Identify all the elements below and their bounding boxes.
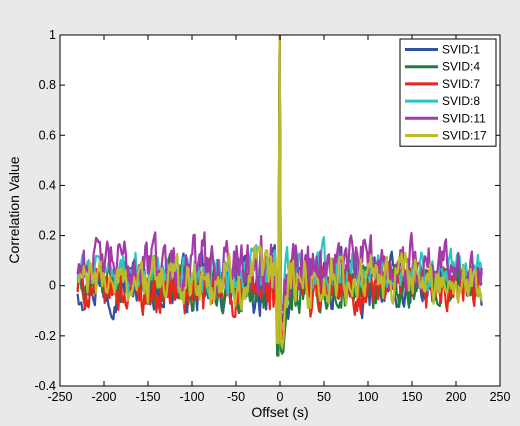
x-tick-label: 50 xyxy=(317,390,331,404)
legend-label: SVID:8 xyxy=(442,94,480,108)
y-tick-label: 0.6 xyxy=(39,128,56,142)
y-tick-label: 0.4 xyxy=(39,178,56,192)
x-tick-label: 150 xyxy=(402,390,423,404)
x-tick-label: -50 xyxy=(227,390,245,404)
x-tick-label: 200 xyxy=(446,390,467,404)
y-tick-label: 0.8 xyxy=(39,78,56,92)
x-tick-label: -150 xyxy=(135,390,160,404)
x-tick-label: -200 xyxy=(91,390,116,404)
y-tick-label: 0.2 xyxy=(39,229,56,243)
y-tick-label: 1 xyxy=(49,28,56,42)
y-tick-label: 0 xyxy=(49,279,56,293)
x-tick-label: 250 xyxy=(490,390,511,404)
x-axis-label: Offset (s) xyxy=(251,404,308,420)
legend-label: SVID:7 xyxy=(442,77,480,91)
legend-label: SVID:11 xyxy=(442,111,486,125)
legend: SVID:1 SVID:4 SVID:7 SVID:8 SVID:11 SVID:17 xyxy=(399,38,497,147)
x-tick-label: 0 xyxy=(277,390,284,404)
series-layer xyxy=(76,35,483,357)
y-tick-label: -0.2 xyxy=(34,329,56,343)
y-axis: -0.4 -0.2 0 0.2 0.4 0.6 0.8 1 xyxy=(34,28,500,393)
series-line-svid-17 xyxy=(77,35,483,349)
legend-box xyxy=(399,38,497,147)
legend-label: SVID:4 xyxy=(442,60,480,74)
x-tick-label: -250 xyxy=(47,390,72,404)
legend-label: SVID:1 xyxy=(442,43,480,57)
x-axis: -250 -200 -150 -100 -50 0 50 100 150 200 250 xyxy=(47,35,510,404)
y-tick-label: -0.4 xyxy=(34,379,56,393)
legend-label: SVID:17 xyxy=(442,129,487,143)
x-tick-label: -100 xyxy=(179,390,204,404)
y-axis-label: Correlation Value xyxy=(6,156,22,263)
x-tick-label: 100 xyxy=(358,390,379,404)
